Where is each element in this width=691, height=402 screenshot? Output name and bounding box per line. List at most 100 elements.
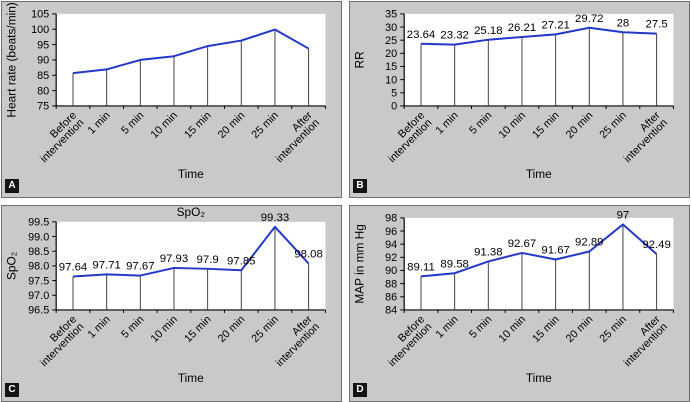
panel-c-spo2: 96.5 97.0 97.5 98.0 98.5 99.0 99.5 97.64 97.71 97… (1, 205, 342, 402)
chart-title: SpO₂ (177, 205, 206, 219)
plot-area (404, 13, 674, 106)
plot-area (404, 217, 674, 310)
data-label: 97.9 (197, 254, 219, 266)
x-tick-label: 15 min (530, 109, 562, 141)
x-tick-label: 15 min (182, 109, 214, 141)
y-tick-label: 75 (37, 101, 49, 113)
y-axis-title: Heart rate (beats/min) (5, 2, 19, 117)
series-line (72, 225, 310, 278)
panel-d-map: 84 86 88 90 92 94 96 98 89.11 89.58 91.38 92.67 91.6… (349, 205, 690, 402)
y-tick-label: 96 (385, 226, 397, 238)
data-label: 29.72 (575, 13, 603, 25)
y-tick-label: 99.5 (28, 217, 49, 229)
y-tick-label: 98.0 (28, 261, 49, 273)
x-tick-label: 1 min (433, 313, 460, 340)
y-tick-label: 0 (391, 101, 397, 113)
y-tick-label: 105 (31, 9, 49, 21)
y-tick-label: 15 (385, 61, 397, 73)
panel-label-a: A (5, 179, 19, 193)
data-label: 23.32 (440, 30, 468, 42)
y-tick-label: 35 (385, 9, 397, 21)
y-tick-label: 90 (37, 55, 49, 67)
x-axis-title: Time (526, 371, 552, 385)
x-tick-label: 1 min (85, 313, 112, 340)
panel-label-d: D (353, 383, 367, 397)
y-axis-title: RR (353, 51, 367, 69)
y-tick-label: 92 (385, 252, 397, 264)
x-tick-label: Beforeintervention (379, 109, 435, 165)
y-tick-label: 88 (385, 278, 397, 290)
x-tick-label: 20 min (564, 109, 596, 141)
data-label: 98.08 (294, 249, 322, 261)
data-label: 89.58 (440, 258, 468, 270)
y-axis-title: SpO₂ (5, 251, 19, 280)
y-tick-label: 94 (385, 239, 397, 251)
data-label: 92.67 (508, 238, 536, 250)
series-line (420, 223, 658, 278)
panel-label-b: B (353, 179, 367, 193)
data-label: 97.93 (160, 253, 188, 265)
panel-a-heart-rate: 75 80 85 90 95 100 105 Beforeintervention 1 min 5… (1, 1, 342, 198)
x-tick-label: 5 min (467, 109, 494, 136)
x-tick-label: 5 min (119, 109, 146, 136)
y-tick-label: 84 (385, 305, 397, 317)
data-label: 91.67 (541, 245, 569, 257)
x-tick-label: 15 min (530, 313, 562, 345)
x-tick-label: 15 min (182, 313, 214, 345)
x-tick-label: Beforeintervention (31, 109, 87, 165)
y-tick-label: 98 (385, 213, 397, 225)
panel-b-respiratory-rate: 0 5 10 15 20 25 30 35 23.64 23.32 25.18 26.21 27.21 2… (349, 1, 690, 198)
data-label: 92.49 (642, 239, 670, 251)
data-label: 97.67 (126, 261, 154, 273)
x-tick-label: 20 min (216, 109, 248, 141)
y-tick-label: 98.5 (28, 246, 49, 258)
series-line (72, 28, 310, 75)
data-label: 23.64 (407, 29, 435, 41)
y-tick-label: 30 (385, 22, 397, 34)
data-label: 26.21 (508, 22, 536, 34)
y-tick-label: 20 (385, 48, 397, 60)
x-tick-label: Beforeintervention (31, 313, 87, 369)
x-axis-title: Time (178, 371, 204, 385)
y-tick-label: 99.0 (28, 231, 49, 243)
x-tick-label: 5 min (467, 313, 494, 340)
x-tick-label: 1 min (433, 109, 460, 136)
x-tick-label: 10 min (148, 109, 180, 141)
y-tick-label: 10 (385, 74, 397, 86)
data-label: 97.85 (227, 255, 255, 267)
x-tick-label: 10 min (148, 313, 180, 345)
data-label: 97.64 (59, 262, 87, 274)
data-label: 99.33 (261, 212, 289, 224)
x-tick-label: 10 min (496, 109, 528, 141)
x-tick-label: Beforeintervention (379, 313, 435, 369)
x-tick-label: 25 min (249, 313, 281, 345)
plot-area (56, 221, 326, 310)
y-tick-label: 97.0 (28, 290, 49, 302)
data-label: 25.18 (474, 25, 502, 37)
y-tick-label: 95 (37, 39, 49, 51)
y-tick-label: 25 (385, 35, 397, 47)
y-tick-label: 86 (385, 292, 397, 304)
x-axis-title: Time (526, 167, 552, 181)
data-label: 27.21 (541, 19, 569, 31)
x-axis-title: Time (178, 167, 204, 181)
y-tick-label: 96.5 (28, 305, 49, 317)
y-tick-label: 100 (31, 24, 49, 36)
data-label: 92.89 (575, 237, 603, 249)
y-tick-label: 85 (37, 70, 49, 82)
spo2-chart: 96.5 97.0 97.5 98.0 98.5 99.0 99.5 97.64 97.71 97… (5, 205, 326, 385)
x-tick-label: 25 min (597, 109, 629, 141)
plot-area (56, 13, 326, 106)
heart-rate-chart: 75 80 85 90 95 100 105 Beforeintervention 1 min 5… (5, 2, 326, 181)
x-tick-label: 20 min (564, 313, 596, 345)
y-tick-label: 90 (385, 265, 397, 277)
data-label: 97.71 (92, 259, 120, 271)
data-label: 97 (617, 210, 630, 222)
x-tick-label: 25 min (249, 109, 281, 141)
data-label: 28 (617, 17, 630, 29)
panel-label-c: C (5, 383, 19, 397)
x-tick-label: 25 min (597, 313, 629, 345)
